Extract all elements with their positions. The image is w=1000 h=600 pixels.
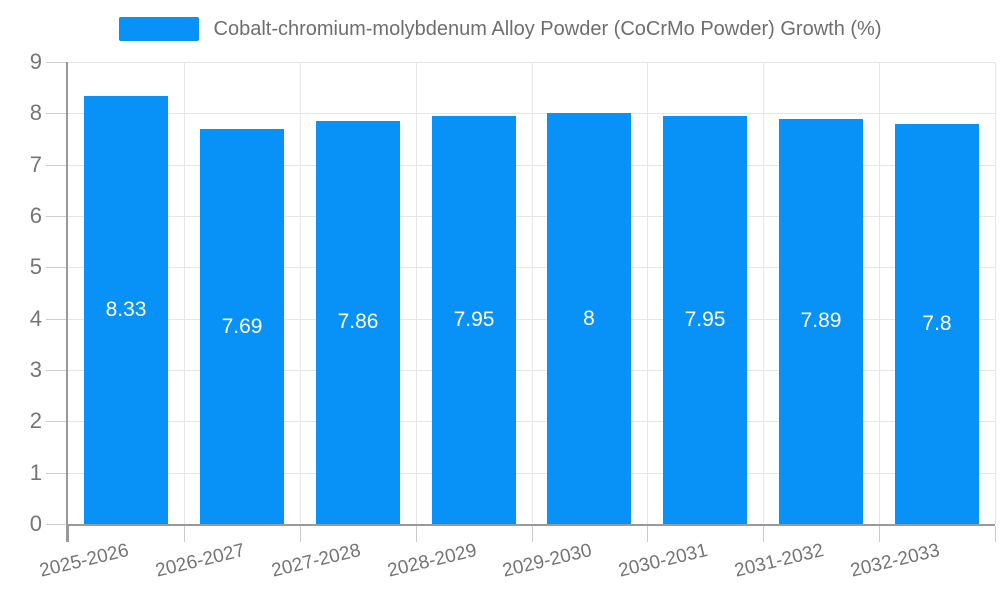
x-axis-tick [68, 526, 69, 542]
y-axis-tick [46, 113, 68, 114]
y-axis-tick [46, 62, 68, 63]
x-gridline [879, 62, 880, 524]
y-axis-tick [46, 319, 68, 320]
y-axis-tick [46, 165, 68, 166]
x-axis-tick [763, 526, 764, 542]
bar[interactable] [779, 119, 863, 524]
x-axis-label: 2026-2027 [153, 540, 247, 582]
x-axis-tick [300, 526, 301, 542]
x-axis-label: 2028-2029 [385, 540, 479, 582]
x-axis-tick [184, 526, 185, 542]
y-axis-label: 4 [29, 306, 42, 331]
y-gridline [68, 319, 995, 320]
y-axis-line [66, 62, 68, 542]
x-axis-tick [416, 526, 417, 542]
y-axis-tick [46, 267, 68, 268]
bar-value-label: 7.95 [684, 308, 726, 331]
bar-value-label: 8.33 [105, 298, 147, 321]
bar-value-label: 7.69 [221, 315, 263, 338]
y-gridline [68, 267, 995, 268]
x-axis-tick [879, 526, 880, 542]
y-gridline [68, 473, 995, 474]
bar-value-label: 7.86 [337, 310, 379, 333]
y-gridline [68, 421, 995, 422]
y-axis-tick [46, 473, 68, 474]
x-axis-label: 2027-2028 [269, 540, 363, 582]
bar-value-label: 7.8 [922, 312, 952, 335]
bar[interactable] [547, 113, 631, 524]
x-gridline [300, 62, 301, 524]
bar[interactable] [84, 96, 168, 524]
y-gridline [68, 370, 995, 371]
x-axis-label: 2031-2032 [732, 540, 826, 582]
y-gridline [68, 113, 995, 114]
x-gridline [416, 62, 417, 524]
y-axis-label: 3 [29, 357, 42, 382]
bar[interactable] [895, 124, 979, 524]
bar[interactable] [316, 121, 400, 524]
bar-value-label: 7.95 [453, 308, 495, 331]
x-axis-tick [995, 526, 996, 542]
y-axis-label: 5 [29, 254, 42, 279]
legend[interactable]: Cobalt-chromium-molybdenum Alloy Powder … [0, 16, 1000, 42]
y-axis-label: 8 [29, 100, 42, 125]
y-axis-tick [46, 421, 68, 422]
x-gridline [184, 62, 185, 524]
x-gridline [995, 62, 996, 524]
y-axis-tick [46, 524, 68, 525]
y-axis-label: 2 [29, 408, 42, 433]
y-gridline [68, 62, 995, 63]
x-axis-tick [647, 526, 648, 542]
bar[interactable] [200, 129, 284, 524]
legend-swatch [118, 17, 199, 41]
y-axis-label: 1 [29, 460, 42, 485]
x-axis-label: 2030-2031 [616, 540, 710, 582]
y-axis-label: 7 [29, 152, 42, 177]
x-axis-line [66, 524, 995, 526]
x-gridline [532, 62, 533, 524]
y-axis-label: 9 [29, 49, 42, 74]
y-axis-label: 6 [29, 203, 42, 228]
x-axis-label: 2029-2030 [500, 540, 594, 582]
y-gridline [68, 165, 995, 166]
y-axis-tick [46, 216, 68, 217]
y-axis-tick [46, 370, 68, 371]
y-axis-label: 0 [29, 511, 42, 536]
legend-label: Cobalt-chromium-molybdenum Alloy Powder … [213, 18, 882, 40]
x-gridline [763, 62, 764, 524]
bar-value-label: 7.89 [800, 309, 842, 332]
bar-value-label: 8 [583, 307, 595, 330]
y-gridline [68, 216, 995, 217]
x-gridline [647, 62, 648, 524]
bar[interactable] [663, 116, 747, 524]
x-axis-label: 2032-2033 [848, 540, 942, 582]
bar[interactable] [432, 116, 516, 524]
x-axis-label: 2025-2026 [37, 540, 131, 582]
x-axis-tick [532, 526, 533, 542]
